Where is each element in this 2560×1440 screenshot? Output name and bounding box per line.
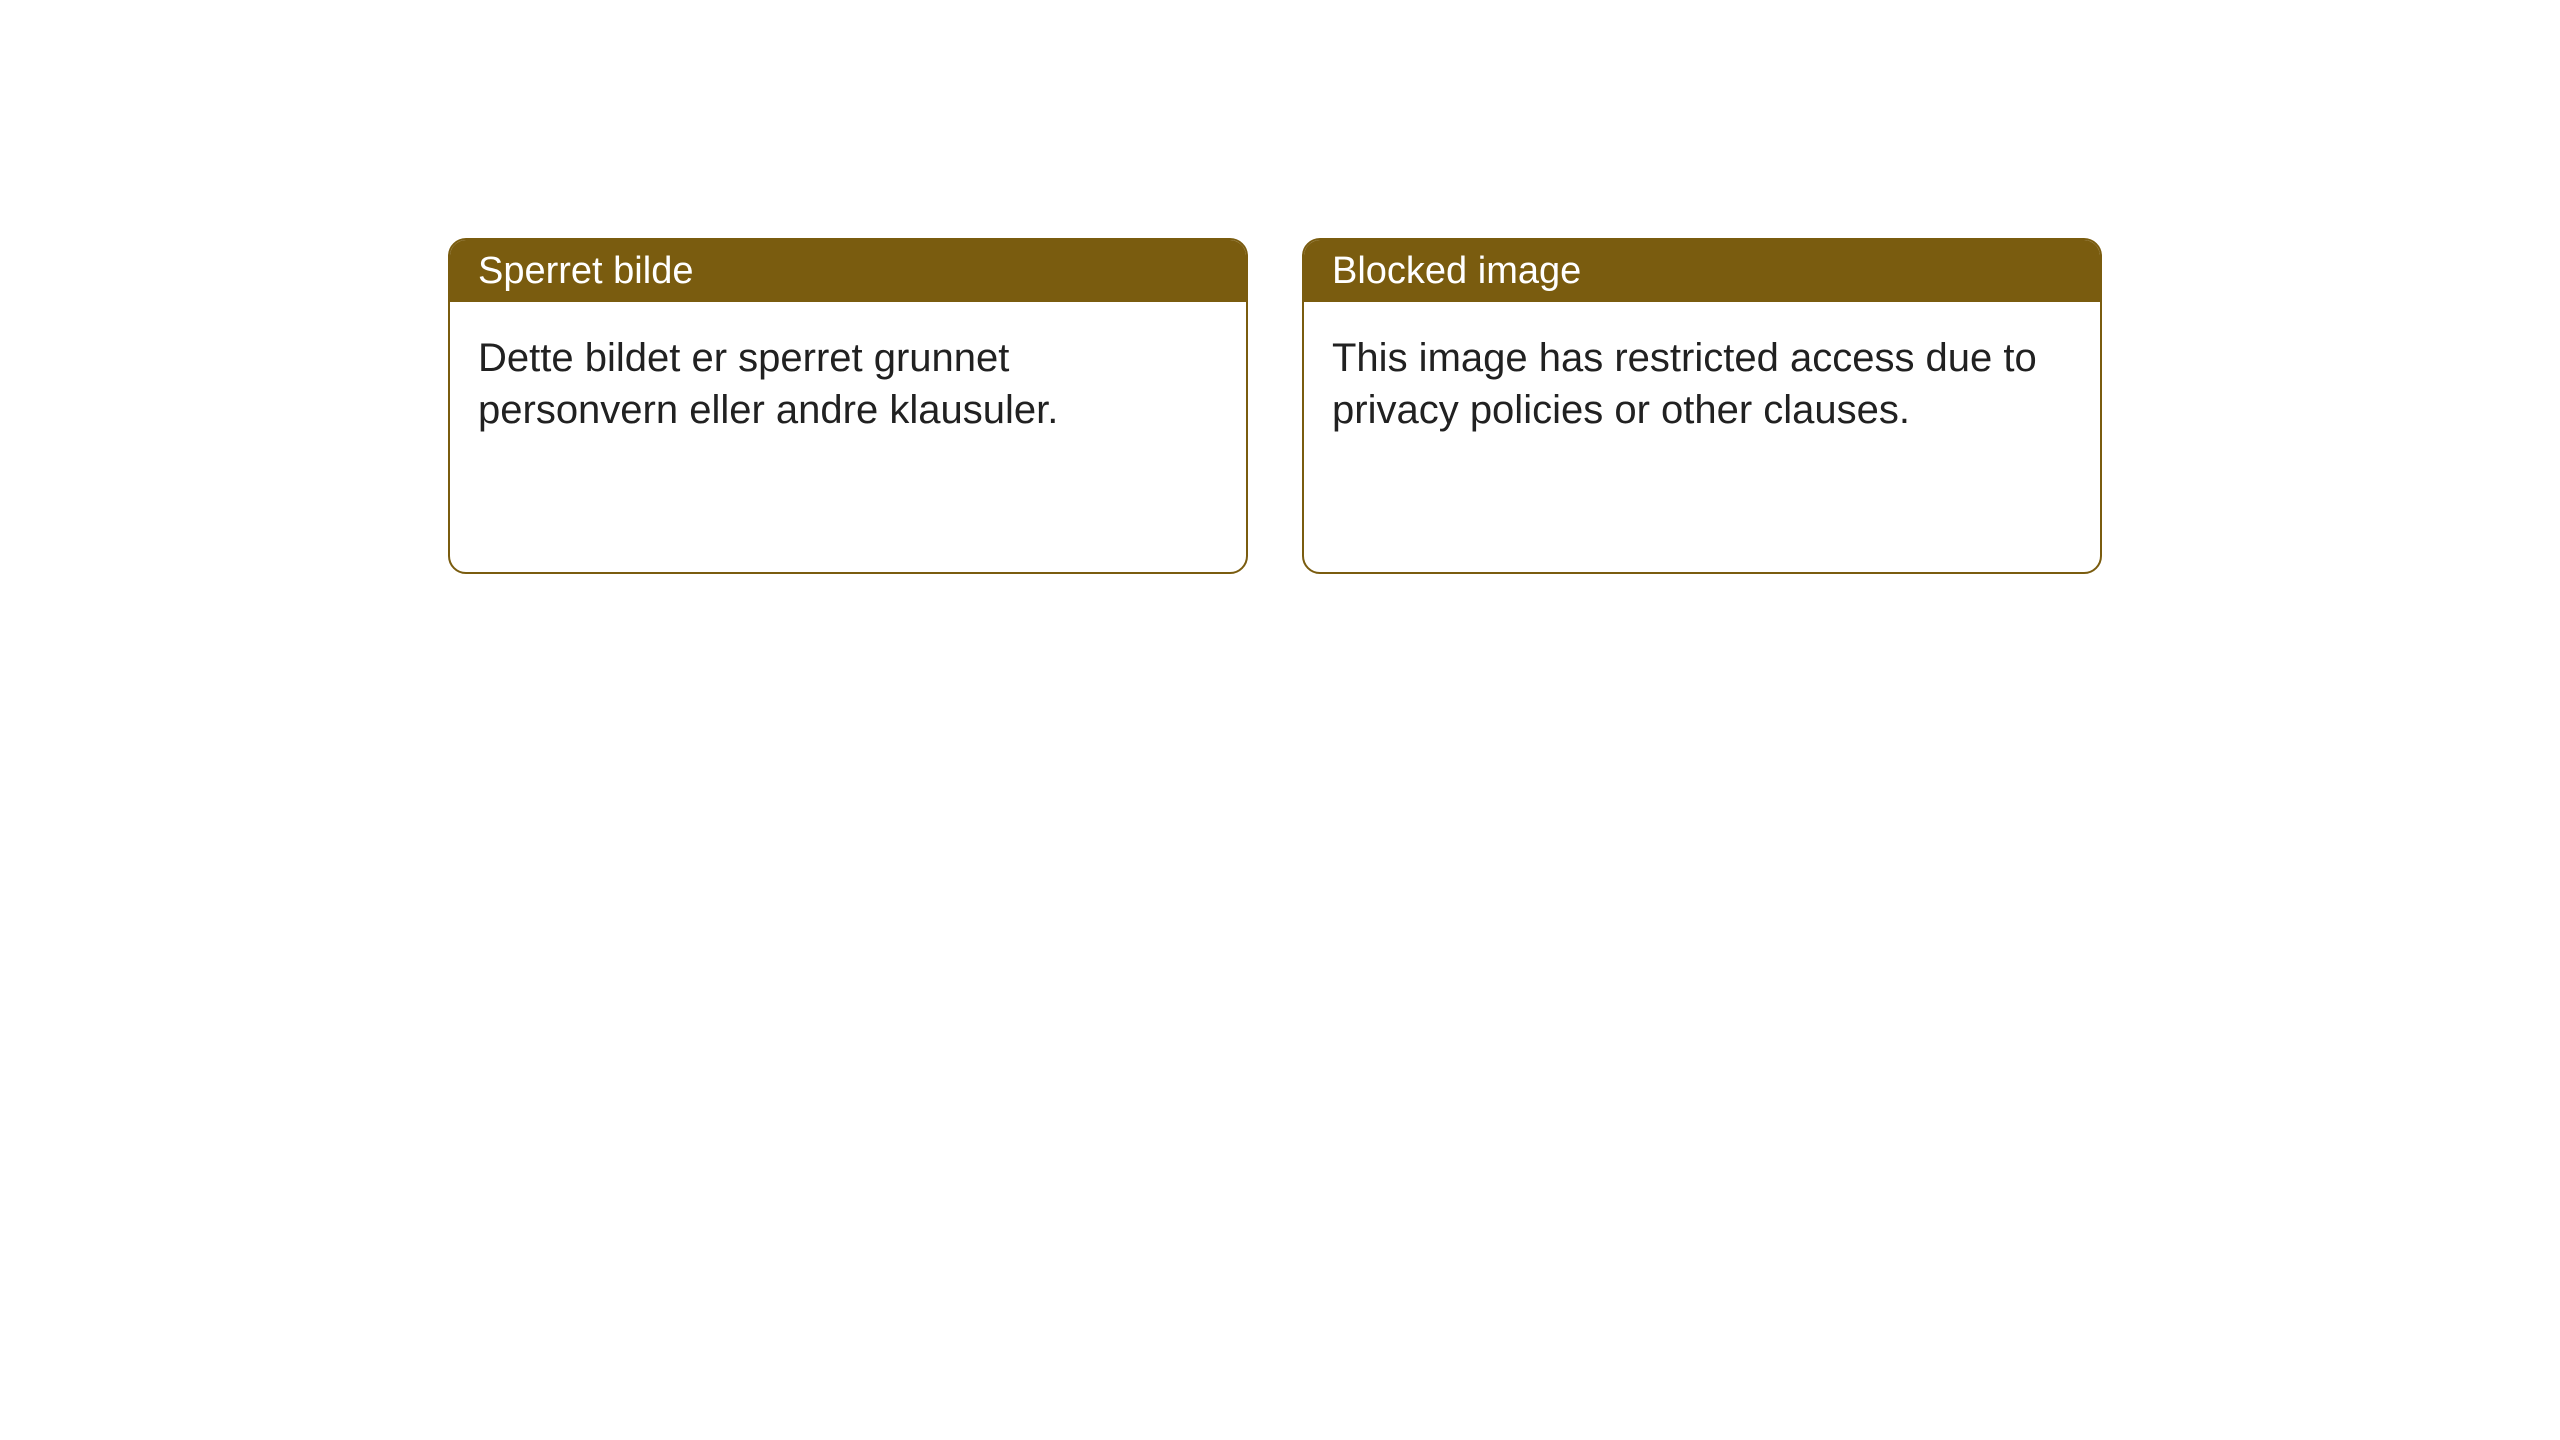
notice-header: Blocked image — [1304, 240, 2100, 302]
notice-header: Sperret bilde — [450, 240, 1246, 302]
notice-title: Sperret bilde — [478, 250, 693, 293]
notice-title: Blocked image — [1332, 250, 1581, 293]
notice-body: This image has restricted access due to … — [1304, 302, 2100, 466]
notice-body-text: Dette bildet er sperret grunnet personve… — [478, 336, 1058, 432]
notice-body-text: This image has restricted access due to … — [1332, 336, 2037, 432]
notice-body: Dette bildet er sperret grunnet personve… — [450, 302, 1246, 466]
notices-container: Sperret bilde Dette bildet er sperret gr… — [448, 238, 2102, 574]
notice-card-norwegian: Sperret bilde Dette bildet er sperret gr… — [448, 238, 1248, 574]
notice-card-english: Blocked image This image has restricted … — [1302, 238, 2102, 574]
